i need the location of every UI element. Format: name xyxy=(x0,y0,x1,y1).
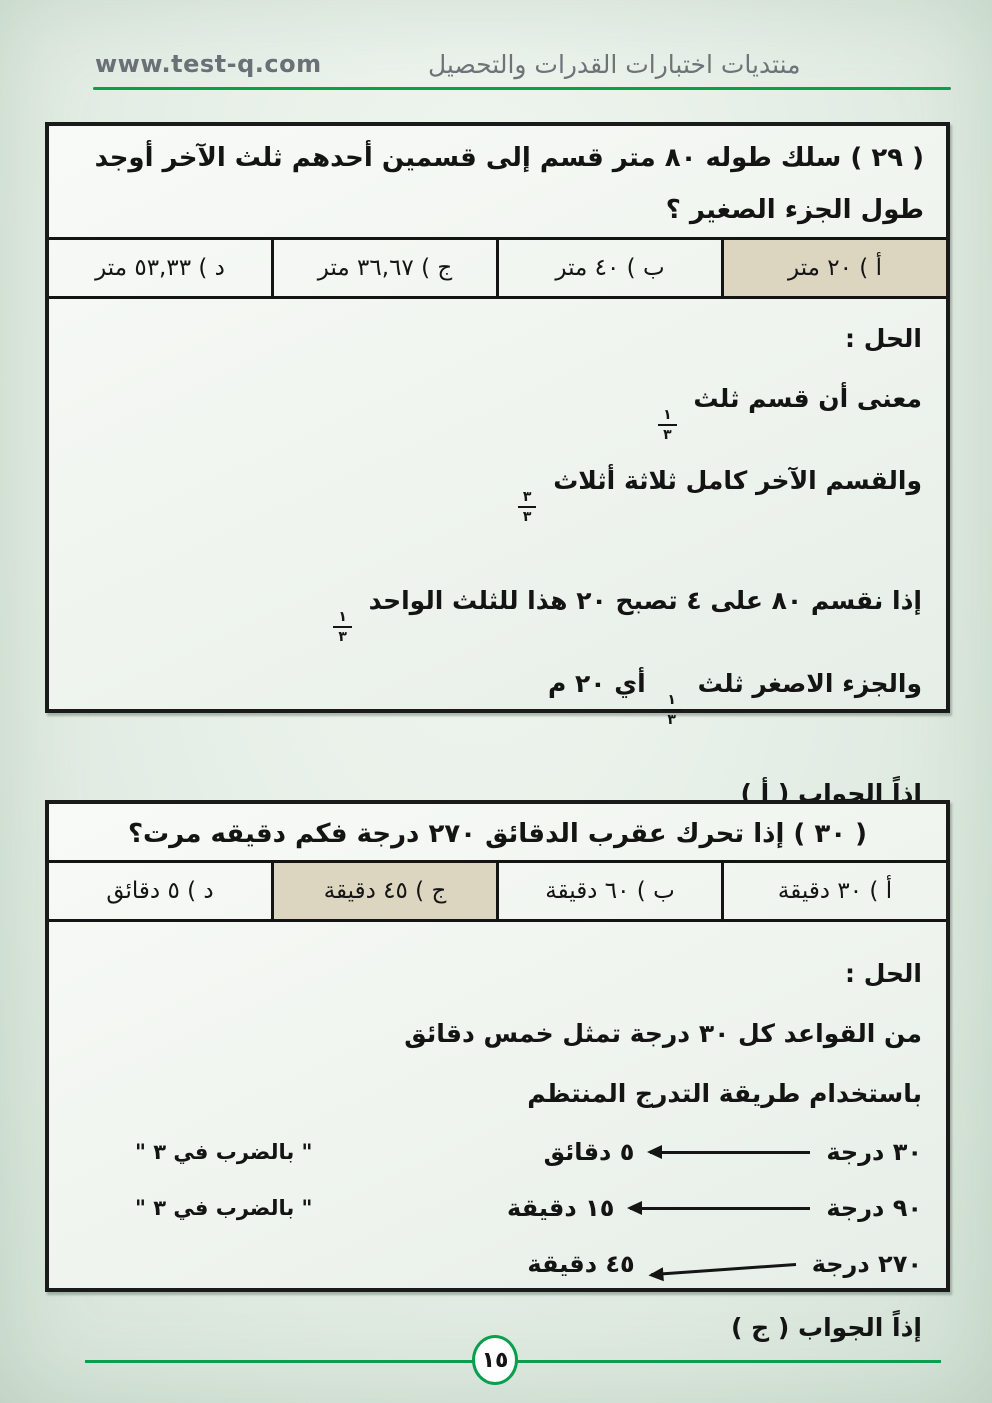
fraction-one-third: ١ ٣ xyxy=(658,407,677,443)
option-a: أ ) ٣٠ دقيقة xyxy=(721,863,946,919)
question-box-29: ( ٢٩ ) سلك طوله ٨٠ متر قسم إلى قسمين أحد… xyxy=(45,122,950,808)
degrees-label: ٢٧٠ درجة xyxy=(811,1250,922,1278)
option-b: ب ) ٦٠ دقيقة xyxy=(496,863,721,919)
mapping-row: ٣٠ درجة ٥ دقائق " بالضرب في ٣ " xyxy=(73,1132,922,1172)
fraction-denominator: ٣ xyxy=(522,509,532,526)
answer-line: إذاً الجواب ( ج ) xyxy=(731,1313,922,1342)
page-number-badge: ١٥ xyxy=(472,1335,518,1385)
option-a: أ ) ٢٠ متر xyxy=(721,240,946,296)
solution-line: والجزء الاصغر ثلث ١ ٣ أي ٢٠ م xyxy=(73,662,922,728)
solution-line: والقسم الآخر كامل ثلاثة أثلاث ٣ ٣ xyxy=(73,459,922,525)
fraction-numerator: ٣ xyxy=(517,489,537,509)
solution-heading: الحل : xyxy=(845,959,922,988)
solution-line: باستخدام طريقة التدرج المنتظم xyxy=(527,1079,922,1108)
fraction-three-thirds: ٣ ٣ xyxy=(517,489,537,526)
left-arrow-icon xyxy=(630,1206,811,1210)
question-30-options-row: أ ) ٣٠ دقيقة ب ) ٦٠ دقيقة ج ) ٤٥ دقيقة د… xyxy=(49,860,946,922)
question-30-text: ( ٣٠ ) إذا تحرك عقرب الدقائق ٢٧٠ درجة فك… xyxy=(127,819,868,849)
note-label: " بالضرب في ٣ " xyxy=(135,1140,313,1164)
solution-line: من القواعد كل ٣٠ درجة تمثل خمس دقائق xyxy=(404,1019,922,1048)
fraction-denominator: ٣ xyxy=(663,427,672,444)
option-d: د ) ٥٣,٣٣ متر xyxy=(95,255,225,281)
solution-heading: الحل : xyxy=(845,324,922,353)
left-arrow-icon xyxy=(650,1150,811,1154)
question-29-options-row: أ ) ٢٠ متر ب ) ٤٠ متر ج ) ٣٦,٦٧ متر د ) … xyxy=(49,237,946,299)
solution-line: معنى أن قسم ثلث ١ ٣ xyxy=(73,377,922,443)
question-29-solution: الحل : معنى أن قسم ثلث ١ ٣ والقسم الآخر … xyxy=(49,299,946,816)
minutes-label: ١٥ دقيقة xyxy=(507,1194,615,1222)
fraction-numerator: ١ xyxy=(662,692,681,711)
option-b: ب ) ٤٠ متر xyxy=(496,240,721,296)
mapping-row: ٢٧٠ درجة ٤٥ دقيقة xyxy=(73,1244,922,1284)
fraction-one-third: ١ ٣ xyxy=(333,609,352,645)
fraction-numerator: ١ xyxy=(658,407,677,427)
question-box-30: ( ٣٠ ) إذا تحرك عقرب الدقائق ٢٧٠ درجة فك… xyxy=(45,800,950,1342)
note-label: " بالضرب في ٣ " xyxy=(135,1196,313,1220)
minutes-label: ٤٥ دقيقة xyxy=(527,1250,635,1278)
fraction-one-third: ١ ٣ xyxy=(662,692,681,728)
left-arrow-icon xyxy=(650,1262,796,1276)
header-divider xyxy=(93,87,951,90)
solution-text: أي ٢٠ م xyxy=(547,668,646,698)
degrees-label: ٣٠ درجة xyxy=(826,1138,922,1166)
page-number: ١٥ xyxy=(481,1347,509,1373)
solution-line: إذا نقسم ٨٠ على ٤ تصبح ٢٠ هذا للثلث الوا… xyxy=(73,579,922,645)
solution-text: معنى أن قسم ثلث xyxy=(693,384,922,413)
solution-text: والقسم الآخر كامل ثلاثة أثلاث xyxy=(553,466,922,496)
mapping-row: ٩٠ درجة ١٥ دقيقة " بالضرب في ٣ " xyxy=(73,1188,922,1228)
option-c: ج ) ٣٦,٦٧ متر xyxy=(271,240,496,296)
site-url[interactable]: www.test-q.com xyxy=(95,50,322,78)
fraction-denominator: ٣ xyxy=(667,711,676,728)
site-title: منتديات اختبارات القدرات والتحصيل xyxy=(428,50,801,79)
question-30-solution: الحل : من القواعد كل ٣٠ درجة تمثل خمس دق… xyxy=(49,922,946,1350)
solution-text: إذا نقسم ٨٠ على ٤ تصبح ٢٠ هذا للثلث الوا… xyxy=(368,586,922,616)
question-29-text: ( ٢٩ ) سلك طوله ٨٠ متر قسم إلى قسمين أحد… xyxy=(94,143,924,225)
option-d: د ) ٥ دقائق xyxy=(106,878,214,904)
fraction-numerator: ١ xyxy=(333,609,352,629)
degrees-label: ٩٠ درجة xyxy=(826,1194,922,1222)
minutes-label: ٥ دقائق xyxy=(543,1138,635,1166)
option-c: ج ) ٤٥ دقيقة xyxy=(271,863,496,919)
fraction-denominator: ٣ xyxy=(338,629,347,646)
solution-text: والجزء الاصغر ثلث xyxy=(697,668,922,698)
